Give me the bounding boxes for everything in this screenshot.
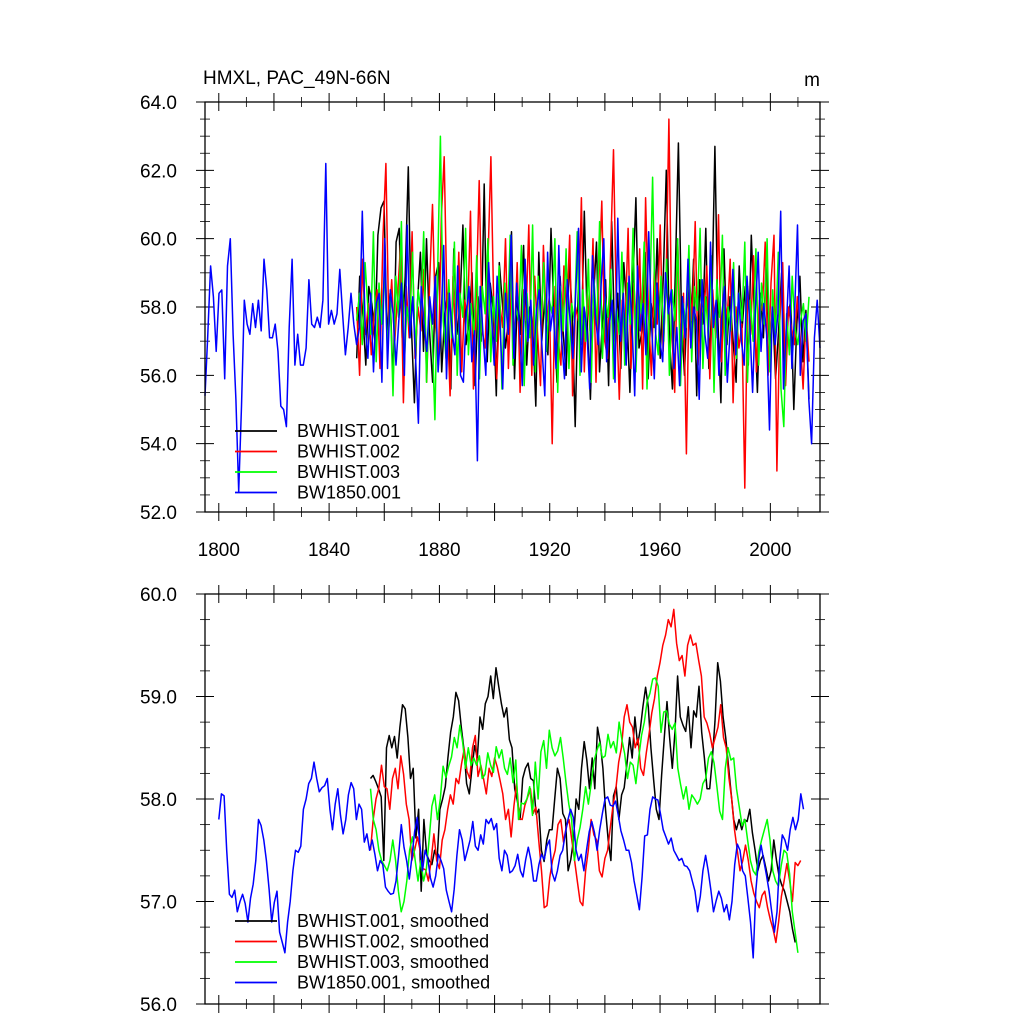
x-tick-label: 1920	[529, 540, 571, 561]
y-tick-label: 59.0	[140, 688, 177, 709]
bottom-panel-y-tick-labels: 56.0 57.0 58.0 59.0 60.0	[140, 585, 177, 1016]
legend-label-4: BW1850.001	[297, 483, 401, 503]
top-panel-plot-area	[204, 118, 821, 493]
legend-label-2: BWHIST.002	[297, 442, 400, 462]
bottom-panel-frame	[204, 593, 821, 1005]
top-panel-x-tick-labels: 1800 1840 1880 1920 1960 2000	[198, 540, 792, 561]
top-panel-title: HMXL, PAC_49N-66N	[203, 68, 391, 89]
y-tick-label: 54.0	[140, 435, 177, 456]
y-tick-label: 62.0	[140, 161, 177, 182]
y-tick-label: 58.0	[140, 790, 177, 811]
top-panel-units: m	[804, 70, 820, 91]
bottom-panel-hmxl-smoothed: 56.0 57.0 58.0 59.0 60.0 BWHIST.001, smoothe…	[140, 585, 829, 1016]
legend-label-3: BWHIST.003, smoothed	[297, 952, 489, 972]
top-panel-frame	[204, 101, 821, 513]
bottom-panel-axis-ticks	[196, 585, 829, 1013]
top-panel-hmxl-raw: HMXL, PAC_49N-66N m 52.0 54.0 56.0 58.0 60.0…	[140, 68, 829, 561]
series-line-1	[369, 661, 796, 943]
x-tick-label: 1800	[198, 540, 240, 561]
legend-label-1: BWHIST.001, smoothed	[297, 911, 489, 931]
y-tick-label: 60.0	[140, 585, 177, 606]
y-tick-label: 56.0	[140, 995, 177, 1016]
y-tick-label: 60.0	[140, 230, 177, 251]
x-tick-label: 1840	[308, 540, 350, 561]
series-line-4	[204, 162, 821, 493]
x-tick-label: 2000	[749, 540, 791, 561]
legend-label-3: BWHIST.003	[297, 462, 400, 482]
series-line-2	[369, 608, 802, 944]
y-tick-label: 58.0	[140, 298, 177, 319]
series-line-3	[369, 677, 799, 953]
top-panel-y-tick-labels: 52.0 54.0 56.0 58.0 60.0 62.0 64.0	[140, 93, 177, 524]
series-line-3	[355, 135, 810, 428]
y-tick-label: 56.0	[140, 366, 177, 387]
y-tick-label: 52.0	[140, 503, 177, 524]
x-tick-label: 1960	[639, 540, 681, 561]
legend-label-2: BWHIST.002, smoothed	[297, 932, 489, 952]
x-tick-label: 1880	[418, 540, 460, 561]
series-line-2	[355, 118, 810, 489]
y-tick-label: 64.0	[140, 93, 177, 114]
legend-label-1: BWHIST.001	[297, 421, 400, 441]
bottom-panel-plot-area	[218, 608, 805, 959]
y-tick-label: 57.0	[140, 893, 177, 914]
series-line-4	[218, 761, 805, 959]
legend-label-4: BW1850.001, smoothed	[297, 973, 490, 993]
